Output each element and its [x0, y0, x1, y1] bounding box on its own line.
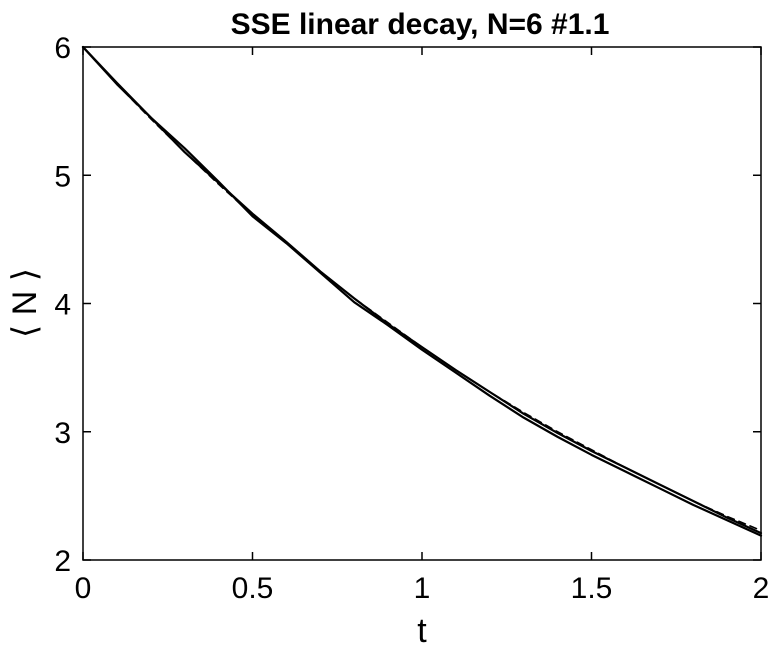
x-tick-label: 0.5	[232, 572, 274, 605]
series-lines	[81, 45, 763, 537]
series-line-3	[82, 46, 762, 532]
x-tick-labels: 0 0.5 1 1.5 2	[75, 572, 770, 605]
y-tick-label: 2	[54, 545, 71, 578]
y-tick-labels: 2 3 4 5 6	[54, 32, 71, 578]
series-line-1	[81, 45, 763, 535]
y-tick-label: 5	[54, 160, 71, 193]
x-axis-label: t	[417, 612, 427, 648]
y-tick-label: 4	[54, 289, 71, 322]
x-tick-label: 2	[753, 572, 770, 605]
plot-area-frame	[82, 46, 762, 561]
y-tick-label: 3	[54, 417, 71, 450]
series-line-2	[81, 45, 763, 537]
x-tick-label: 0	[75, 572, 92, 605]
axis-ticks	[82, 46, 762, 561]
y-axis-label: ⟨ N ⟩	[6, 268, 44, 338]
y-tick-label: 6	[54, 32, 71, 65]
x-tick-label: 1.5	[571, 572, 613, 605]
chart-title: SSE linear decay, N=6 #1.1	[231, 8, 610, 41]
x-tick-label: 1	[414, 572, 431, 605]
